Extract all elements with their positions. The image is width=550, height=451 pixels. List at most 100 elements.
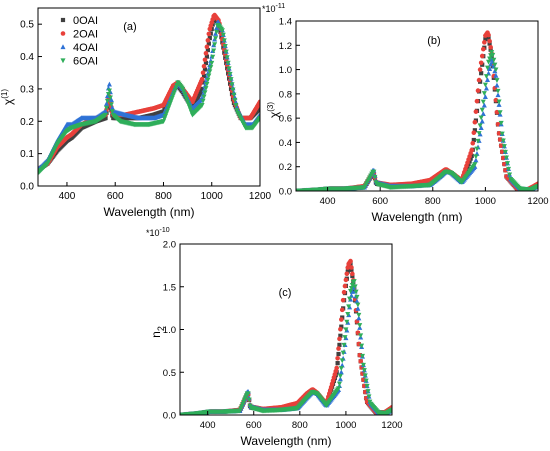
data-point <box>338 369 344 375</box>
series-0OAI <box>296 33 538 191</box>
data-point <box>473 154 479 160</box>
data-point <box>345 265 351 270</box>
data-point <box>108 102 114 108</box>
data-point <box>106 88 112 94</box>
scale-factor-exponent: -10 <box>160 227 170 234</box>
data-point <box>223 49 229 55</box>
x-tick-label: 600 <box>246 420 262 431</box>
data-point <box>210 54 216 60</box>
data-point <box>480 46 486 52</box>
data-point <box>479 118 485 124</box>
data-point <box>480 111 486 116</box>
data-point <box>361 377 366 383</box>
panel-c: 400 600 800 1000 1200 0.0 0.5 1.0 1.5 2.0 Waveleng… <box>146 227 403 448</box>
data-point <box>103 108 109 114</box>
y-tick-label: 0.1 <box>20 149 34 160</box>
data-point <box>503 167 508 173</box>
y-axis-label-superscript: (1) <box>0 89 9 99</box>
data-point <box>338 333 343 338</box>
plot-frame <box>37 7 261 187</box>
x-tick-label: 400 <box>200 420 216 431</box>
data-point <box>500 138 506 144</box>
data-point <box>476 77 482 83</box>
data-point <box>201 73 207 79</box>
data-point <box>204 81 210 87</box>
data-point <box>200 98 206 104</box>
data-point <box>507 172 513 178</box>
data-point <box>483 74 489 79</box>
data-point <box>482 82 488 88</box>
y-tick-label: 0.0 <box>163 411 176 422</box>
data-point <box>336 346 341 351</box>
data-point <box>339 307 345 313</box>
data-point <box>186 102 192 108</box>
data-point <box>212 42 218 48</box>
y-tick-label: 1.4 <box>279 17 292 28</box>
data-point <box>494 82 500 88</box>
data-point <box>106 81 112 87</box>
series-4OAI <box>180 283 392 415</box>
data-point <box>357 323 363 328</box>
data-point <box>183 94 189 100</box>
data-point <box>205 47 210 53</box>
data-point <box>229 82 235 88</box>
data-point <box>221 38 227 44</box>
data-point <box>502 149 508 155</box>
data-point <box>199 86 205 92</box>
legend-marker <box>60 31 66 36</box>
x-tick-label: 400 <box>59 191 76 202</box>
data-point <box>342 335 348 340</box>
data-point <box>489 50 495 55</box>
data-point <box>345 312 351 317</box>
x-tick-label: 1200 <box>381 420 402 431</box>
x-tick-label: 1000 <box>335 420 356 431</box>
y-tick-label: 2.0 <box>163 240 176 251</box>
data-point <box>202 67 208 72</box>
data-point <box>482 94 488 99</box>
y-axis-label: χ(3) <box>266 102 281 118</box>
data-point <box>211 48 217 54</box>
data-point <box>336 351 341 357</box>
data-point <box>341 289 347 295</box>
y-tick-label: 1.5 <box>163 282 176 293</box>
data-point <box>344 319 350 325</box>
data-point <box>104 105 110 111</box>
series-0OAI <box>38 16 260 172</box>
legend-marker <box>60 17 66 23</box>
data-point <box>479 107 485 113</box>
series-4OAI <box>296 57 538 191</box>
data-point <box>477 67 483 72</box>
panel-label: (c) <box>279 287 292 299</box>
data-point <box>337 376 343 382</box>
y-axis-label-superscript: (3) <box>266 102 275 112</box>
x-tick-label: 600 <box>372 196 388 207</box>
data-point <box>345 269 350 274</box>
data-point <box>337 342 342 347</box>
data-point <box>478 60 484 66</box>
y-tick-label: 1.0 <box>163 325 176 336</box>
scale-factor-base: *10 <box>146 228 160 238</box>
data-point <box>362 373 368 379</box>
data-point <box>366 394 372 400</box>
y-tick-label: 0.5 <box>163 368 176 379</box>
data-point <box>335 355 340 361</box>
data-layer <box>296 30 538 191</box>
data-point <box>342 283 348 289</box>
y-tick-label: 1.2 <box>279 41 292 52</box>
data-point <box>204 44 210 50</box>
data-point <box>471 137 476 143</box>
data-point <box>202 90 208 96</box>
data-point <box>497 110 503 116</box>
data-point <box>487 41 492 46</box>
data-point <box>201 94 207 100</box>
data-point <box>486 32 491 38</box>
data-point <box>535 184 538 189</box>
data-point <box>206 73 212 79</box>
x-tick-label: 800 <box>155 191 172 202</box>
data-point <box>359 353 366 359</box>
y-axis-label: n2 <box>149 326 166 338</box>
data-point <box>233 102 239 108</box>
data-point <box>104 98 111 104</box>
